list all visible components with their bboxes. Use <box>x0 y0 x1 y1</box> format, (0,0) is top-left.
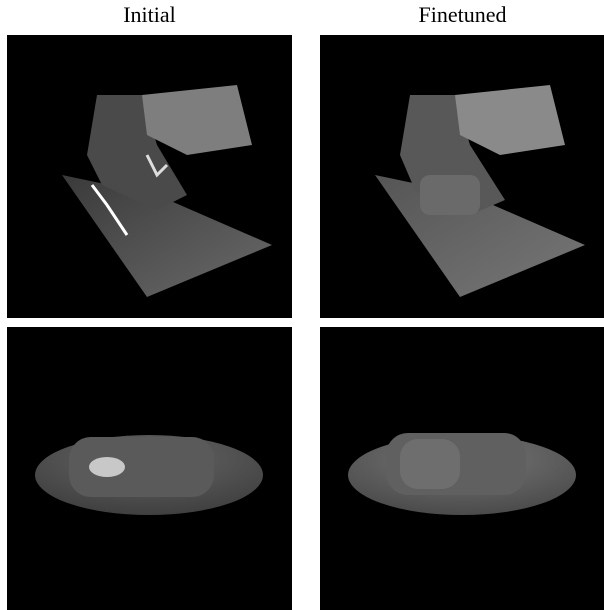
figure: Initial Finetuned <box>0 0 604 610</box>
column-title: Initial <box>7 2 292 28</box>
depth-image <box>320 327 604 610</box>
depth-image <box>320 35 604 318</box>
food <box>400 439 460 489</box>
depth-image <box>7 327 292 610</box>
artifact <box>89 457 125 477</box>
depth-image <box>7 35 292 318</box>
column-title: Finetuned <box>320 2 604 28</box>
track <box>420 175 480 215</box>
